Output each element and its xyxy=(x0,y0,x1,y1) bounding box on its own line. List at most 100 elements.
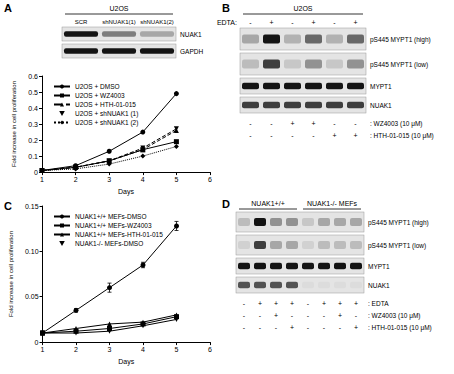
svg-text:+: + xyxy=(258,300,262,307)
svg-text:U2OS + HTH-01-015: U2OS + HTH-01-015 xyxy=(75,101,136,108)
svg-text:-: - xyxy=(333,19,336,26)
svg-text:Days: Days xyxy=(118,188,134,196)
svg-text:U2OS + WZ4003: U2OS + WZ4003 xyxy=(75,92,125,99)
svg-text:5: 5 xyxy=(175,346,179,353)
svg-text:6: 6 xyxy=(208,176,212,183)
svg-text:shNUAK1(2): shNUAK1(2) xyxy=(140,19,174,25)
svg-text:SCR: SCR xyxy=(75,19,88,25)
svg-text:0.6: 0.6 xyxy=(28,73,38,80)
svg-text:NUAK1: NUAK1 xyxy=(180,31,202,38)
svg-text:pS445 MYPT1 (high): pS445 MYPT1 (high) xyxy=(370,36,431,44)
svg-text:U2OS: U2OS xyxy=(293,5,312,12)
svg-text:-: - xyxy=(249,132,252,139)
svg-text:U2OS + shNUAK1 (2): U2OS + shNUAK1 (2) xyxy=(75,119,138,127)
svg-text:NUAK1+/+ MEFs-WZ4003: NUAK1+/+ MEFs-WZ4003 xyxy=(75,222,152,229)
svg-text:+: + xyxy=(274,312,278,319)
svg-text:3: 3 xyxy=(107,176,111,183)
svg-text:0.1: 0.1 xyxy=(28,153,38,160)
svg-text:0.15: 0.15 xyxy=(25,203,39,210)
svg-text:-: - xyxy=(249,19,252,26)
svg-text:0: 0 xyxy=(34,169,38,176)
svg-text:NUAK1: NUAK1 xyxy=(370,102,392,109)
svg-text:: HTH-01-015 (10 μM): : HTH-01-015 (10 μM) xyxy=(368,324,432,332)
svg-text:4: 4 xyxy=(141,346,145,353)
svg-text:-: - xyxy=(307,300,310,307)
svg-text:-: - xyxy=(323,324,326,331)
svg-text:0.10: 0.10 xyxy=(25,248,39,255)
svg-text:NUAK1+/+ MEFs-DMSO: NUAK1+/+ MEFs-DMSO xyxy=(75,213,147,220)
svg-text:1: 1 xyxy=(41,346,45,353)
svg-text:MYPT1: MYPT1 xyxy=(370,83,392,90)
svg-text:: WZ4003 (10 μM): : WZ4003 (10 μM) xyxy=(368,312,421,320)
svg-text:-: - xyxy=(307,324,310,331)
svg-text:+: + xyxy=(311,19,315,26)
svg-text:B: B xyxy=(222,2,230,14)
svg-text:-: - xyxy=(291,312,294,319)
svg-text:pS445 MYPT1 (high): pS445 MYPT1 (high) xyxy=(368,219,429,227)
svg-text:U2OS + DMSO: U2OS + DMSO xyxy=(75,83,120,90)
svg-text:-: - xyxy=(259,312,262,319)
svg-text:+: + xyxy=(332,132,336,139)
svg-text:-: - xyxy=(291,132,294,139)
svg-text:-: - xyxy=(339,324,342,331)
svg-text:0.05: 0.05 xyxy=(25,293,39,300)
svg-text:3: 3 xyxy=(108,346,112,353)
svg-text:D: D xyxy=(222,198,230,210)
svg-text:1: 1 xyxy=(40,176,44,183)
svg-text:MYPT1: MYPT1 xyxy=(368,263,390,270)
svg-text:+: + xyxy=(290,300,294,307)
svg-text:+: + xyxy=(338,312,342,319)
svg-text:Fold increase in cell prolifer: Fold increase in cell proliferation xyxy=(8,231,14,317)
svg-text:-: - xyxy=(291,19,294,26)
svg-text:A: A xyxy=(4,2,12,14)
svg-text:+: + xyxy=(290,324,294,331)
svg-text:5: 5 xyxy=(174,176,178,183)
svg-text:-: - xyxy=(243,312,246,319)
svg-text:Days: Days xyxy=(118,358,134,366)
svg-text:+: + xyxy=(353,19,357,26)
svg-text:-: - xyxy=(243,300,246,307)
svg-text:pS445 MYPT1 (low): pS445 MYPT1 (low) xyxy=(370,61,428,69)
svg-text:-: - xyxy=(270,120,273,127)
svg-text:NUAK1-/- MEFs-DMSO: NUAK1-/- MEFs-DMSO xyxy=(75,240,143,247)
svg-text:+: + xyxy=(311,120,315,127)
svg-text:NUAK1+/+: NUAK1+/+ xyxy=(251,200,284,207)
svg-text:+: + xyxy=(354,324,358,331)
svg-text:+: + xyxy=(353,132,357,139)
svg-text:shNUAK1(1): shNUAK1(1) xyxy=(102,19,136,25)
svg-text:-: - xyxy=(270,132,273,139)
svg-text:+: + xyxy=(338,300,342,307)
svg-text:2: 2 xyxy=(74,176,78,183)
svg-text:-: - xyxy=(323,312,326,319)
svg-text:: EDTA: : EDTA xyxy=(368,300,389,307)
svg-text:U2OS: U2OS xyxy=(109,5,128,12)
svg-text:-: - xyxy=(275,324,278,331)
svg-text:2: 2 xyxy=(74,346,78,353)
svg-text:-: - xyxy=(354,120,357,127)
svg-text:-: - xyxy=(259,324,262,331)
svg-text:EDTA:: EDTA: xyxy=(217,19,237,26)
svg-text:+: + xyxy=(290,120,294,127)
svg-text:: HTH-01-015 (10 μM): : HTH-01-015 (10 μM) xyxy=(370,132,434,140)
svg-text:6: 6 xyxy=(208,346,212,353)
svg-text:-: - xyxy=(249,120,252,127)
svg-text:4: 4 xyxy=(141,176,145,183)
svg-text:NUAK1+/+ MEFs-HTH-01-015: NUAK1+/+ MEFs-HTH-01-015 xyxy=(75,231,163,238)
svg-text:U2OS + shNUAK1 (1): U2OS + shNUAK1 (1) xyxy=(75,110,138,118)
svg-text:-: - xyxy=(355,312,358,319)
svg-text:0.5: 0.5 xyxy=(28,89,38,96)
svg-text:-: - xyxy=(333,120,336,127)
svg-text:0.3: 0.3 xyxy=(28,121,38,128)
svg-text:+: + xyxy=(322,300,326,307)
svg-text:+: + xyxy=(269,19,273,26)
svg-text:C: C xyxy=(4,200,12,212)
svg-text:-: - xyxy=(243,324,246,331)
svg-text:Fold increase in cell prolifer: Fold increase in cell proliferation xyxy=(11,81,17,167)
svg-text:0.2: 0.2 xyxy=(28,137,38,144)
svg-text:pS445 MYPT1 (low): pS445 MYPT1 (low) xyxy=(368,242,426,250)
svg-text:NUAK1: NUAK1 xyxy=(368,282,390,289)
svg-text:NUAK1-/- MEFs: NUAK1-/- MEFs xyxy=(307,200,358,207)
svg-text:0.4: 0.4 xyxy=(28,105,38,112)
svg-text:0: 0 xyxy=(35,339,39,346)
svg-text:GAPDH: GAPDH xyxy=(180,48,203,55)
